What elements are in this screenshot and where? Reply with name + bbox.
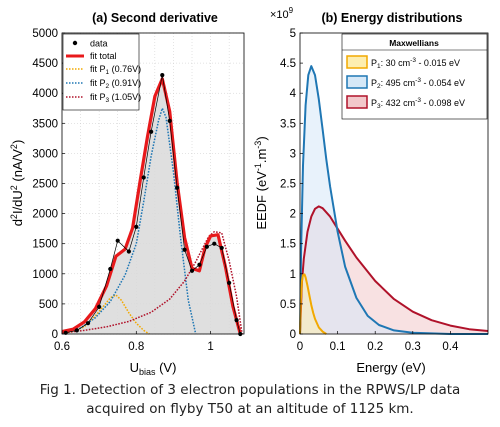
panel-a-ytick-label: 2500 <box>32 179 58 191</box>
panel-a-xlabel: Ubias (V) <box>130 360 177 377</box>
panel-b-legend: Maxwellians P1: 30 cm-3 - 0.015 eV P2: 4… <box>341 33 488 120</box>
panel-a-data-point <box>74 328 79 333</box>
panel-a-ytick-label: 1000 <box>32 269 58 281</box>
legend-p2-label: P2: 495 cm-3 - 0.054 eV <box>371 77 465 90</box>
panel-b-ytick-label: 2.5 <box>280 179 296 191</box>
panel-a-data-point <box>175 185 180 190</box>
panel-a-data-point <box>204 244 209 249</box>
panel-b-ytick-label: 2 <box>290 209 296 221</box>
figure: (a) Second derivative 050010001500200025… <box>9 6 489 377</box>
panel-a-fit-p2-line <box>61 107 197 335</box>
panel-a-ytick-label: 3500 <box>32 118 58 130</box>
legend-entry-fit-p1: fit P1 (0.76V) <box>66 64 141 76</box>
legend-entry-fit-p3: fit P3 (1.05V) <box>66 92 141 104</box>
panel-b-xtick-label: 0 <box>297 341 303 353</box>
panel-a-data-point <box>160 73 165 78</box>
panel-a-data-point <box>227 280 232 285</box>
panel-b-ytick-label: 4.5 <box>280 58 296 70</box>
panel-a-legend: data fit total fit P1 (0.76V) fit P2 (0.… <box>62 33 141 111</box>
panel-a-data-point <box>126 249 131 254</box>
panel-a-ytick-label: 1500 <box>32 239 58 251</box>
panel-b-fills <box>300 66 488 334</box>
panel-a-ylabel: d2I/dU2 (nA/V2) <box>9 140 25 227</box>
panel-a-ytick-label: 500 <box>39 299 58 311</box>
legend-entry-fit-total: fit total <box>66 51 117 61</box>
caption-line-1: Fig 1. Detection of 3 electron populatio… <box>39 382 461 398</box>
panel-a-data-point <box>85 321 91 326</box>
panel-a-title: (a) Second derivative <box>92 11 218 25</box>
panel-b-ytick-label: 5 <box>290 28 296 40</box>
panel-b-ytick-label: 0.5 <box>280 299 296 311</box>
panel-a-data-point <box>197 262 202 267</box>
legend-entry-p1: P1: 30 cm-3 - 0.015 eV <box>346 55 460 70</box>
panel-b-p1-line <box>299 273 327 335</box>
panel-a-xtick-label: 1 <box>207 341 213 353</box>
legend-p1-swatch <box>346 55 368 69</box>
panel-b-ytick-label: 0 <box>290 329 296 341</box>
legend-entry-p2: P2: 495 cm-3 - 0.054 eV <box>346 75 465 90</box>
legend-fit-p1-label: fit P1 (0.76V) <box>90 64 141 76</box>
panel-a-data-point <box>189 268 195 273</box>
panel-b-p1-area <box>300 274 327 334</box>
panel-a-ytick-label: 0 <box>52 329 58 341</box>
panel-a-data-point <box>234 318 239 323</box>
legend-p2-swatch <box>346 75 368 89</box>
legend-data-marker <box>72 40 78 46</box>
panel-a-data-point <box>167 118 172 123</box>
panel-a-data-point <box>182 247 187 252</box>
panel-b-xtick-label: 0.1 <box>330 341 346 353</box>
panel-a-ytick-label: 2000 <box>32 209 58 221</box>
panel-a-ytick-label: 4000 <box>32 88 58 100</box>
panel-b-series <box>299 65 489 335</box>
legend-fit-p3-label: fit P3 (1.05V) <box>90 92 141 104</box>
legend-entry-data: data <box>72 39 108 49</box>
panel-b-energy-distributions: (b) Energy distributions ×109 0 0.5 1 1.5 2 2… <box>253 6 489 375</box>
panel-b-legend-title: Maxwellians <box>389 38 439 48</box>
panel-a-data-line <box>65 74 241 335</box>
panel-b-ytick-label: 3 <box>290 148 296 160</box>
legend-data-label: data <box>90 39 108 49</box>
panel-a-fit-p3-line <box>61 230 243 335</box>
panel-b-multiplier: ×109 <box>270 6 294 21</box>
panel-a-ticks: 0 500 1000 1500 2000 2500 3000 3500 4000 4500 5000… <box>32 28 213 353</box>
legend-entry-p3: P3: 432 cm-3 - 0.098 eV <box>346 95 465 110</box>
panel-a-xtick-label: 0.6 <box>54 341 70 353</box>
panel-b-xlabel: Energy (eV) <box>356 360 425 375</box>
panel-b-xtick-label: 0.2 <box>367 341 383 353</box>
panel-b-xtick-label: 0.3 <box>405 341 421 353</box>
panel-b-title: (b) Energy distributions <box>322 11 463 25</box>
panel-b-p2-line <box>299 65 488 335</box>
panel-a-data-point <box>219 245 224 251</box>
panel-a-data-point <box>212 241 217 246</box>
legend-p3-label: P3: 432 cm-3 - 0.098 eV <box>371 97 465 110</box>
panel-b-ytick-label: 3.5 <box>280 118 296 130</box>
legend-p1-label: P1: 30 cm-3 - 0.015 eV <box>371 57 460 70</box>
legend-fit-total-label: fit total <box>90 51 117 61</box>
panel-b-ytick-label: 1.5 <box>280 239 296 251</box>
panel-a-data-point <box>149 129 154 134</box>
panel-b-ticks: 0 0.5 1 1.5 2 2.5 3 3.5 4 4.5 5 0 0.1 0.2 0.3 0.4 <box>280 28 459 353</box>
figure-caption: Fig 1. Detection of 3 electron populatio… <box>0 381 500 419</box>
panel-b-ytick-label: 1 <box>290 269 296 281</box>
panel-b-xtick-label: 0.4 <box>442 341 459 353</box>
legend-fit-p2-label: fit P2 (0.91V) <box>90 78 141 90</box>
legend-entry-fit-p2: fit P2 (0.91V) <box>66 78 141 90</box>
panel-a-second-derivative: (a) Second derivative 0 500 1000 1500 2000 25… <box>9 11 245 377</box>
panel-a-data-point <box>115 238 120 243</box>
panel-a-data-point <box>134 224 139 229</box>
panel-a-ytick-label: 4500 <box>32 58 58 70</box>
panel-a-fit-p1-line <box>61 294 150 335</box>
panel-a-data-point <box>97 304 102 310</box>
panel-b-ylabel: EEDF (eV-1.m-3) <box>253 136 269 229</box>
panel-a-ytick-label: 5000 <box>32 28 58 40</box>
panel-b-ytick-label: 4 <box>290 88 297 100</box>
panel-a-xtick-label: 0.8 <box>128 341 144 353</box>
panel-a-data-point <box>108 266 113 272</box>
caption-line-2: acquired on flyby T50 at an altitude of … <box>86 401 414 417</box>
panel-a-data-point <box>141 175 146 180</box>
legend-p3-swatch <box>346 95 368 109</box>
panel-b-p2-area <box>300 66 488 334</box>
panel-a-ytick-label: 3000 <box>32 148 58 160</box>
panel-a-series <box>61 73 243 337</box>
